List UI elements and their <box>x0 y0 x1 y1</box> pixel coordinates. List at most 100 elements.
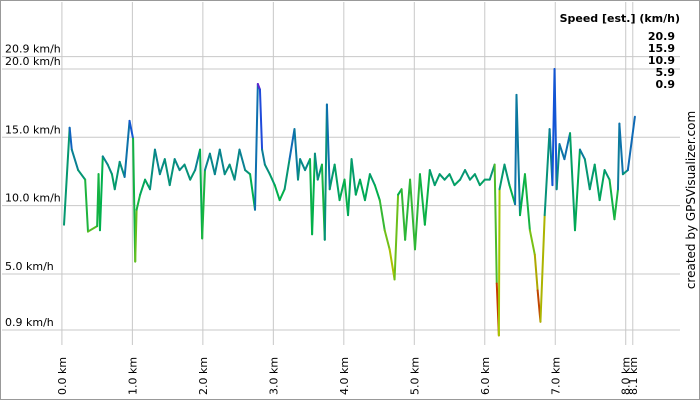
speed-line <box>63 67 636 337</box>
y-tick-label: 20.9 km/h <box>5 43 61 56</box>
line-segment <box>583 158 591 191</box>
line-segment <box>168 158 176 187</box>
x-tick-label: 0.0 km <box>56 357 69 395</box>
line-segment <box>278 188 286 202</box>
line-segment <box>325 103 331 191</box>
line-segment <box>68 126 73 151</box>
line-segment <box>354 178 362 196</box>
line-segment <box>178 163 186 172</box>
line-segment <box>383 229 391 251</box>
line-segment <box>368 173 376 187</box>
line-segment <box>613 188 619 221</box>
line-segment <box>288 128 296 161</box>
y-tick-label: 20.0 km/h <box>5 55 61 68</box>
line-segment <box>153 148 161 176</box>
line-segment <box>173 158 181 172</box>
line-segment <box>323 103 328 241</box>
legend-entry: 0.9 <box>656 78 676 91</box>
x-tick-label: 3.0 km <box>267 357 280 395</box>
line-segment <box>503 163 511 187</box>
line-segment <box>144 178 152 191</box>
legend-title: Speed [est.] (km/h) <box>560 12 680 25</box>
line-segment <box>338 178 346 202</box>
line-segment <box>297 158 302 181</box>
line-segment <box>118 160 126 178</box>
line-segment <box>598 169 606 202</box>
line-segment <box>414 173 421 251</box>
line-segment <box>497 188 501 337</box>
line-segment <box>453 178 462 187</box>
line-segment <box>519 173 526 217</box>
x-tick-label: 5.0 km <box>408 357 421 395</box>
line-segment <box>593 163 601 202</box>
line-segment <box>77 169 87 181</box>
line-segment <box>299 158 307 172</box>
line-segment <box>268 173 276 187</box>
line-segment <box>70 148 80 172</box>
line-segment <box>378 199 386 232</box>
line-segment <box>569 132 576 232</box>
x-tick-label: 2.0 km <box>197 357 210 395</box>
line-segment <box>578 148 586 161</box>
line-segment <box>213 148 221 176</box>
line-segment <box>311 152 316 236</box>
line-segment <box>473 173 481 187</box>
line-segment <box>573 148 581 232</box>
line-segment <box>448 173 456 187</box>
line-segment <box>498 163 506 191</box>
line-segment <box>350 158 357 196</box>
line-segment <box>293 128 300 181</box>
line-segment <box>404 178 412 241</box>
line-segment <box>86 225 99 233</box>
line-segment <box>400 188 407 241</box>
line-segment <box>539 214 546 323</box>
y-tick-label: 5.0 km/h <box>5 260 54 273</box>
line-segment <box>244 169 252 176</box>
line-segment <box>418 173 426 226</box>
line-segment <box>149 148 156 191</box>
line-segment <box>63 126 71 226</box>
line-segment <box>98 155 104 232</box>
line-segment <box>588 163 596 191</box>
line-segment <box>128 119 135 140</box>
line-segment <box>363 173 371 202</box>
legend-entry: 20.9 <box>648 30 675 43</box>
line-segment <box>533 253 539 292</box>
line-segment <box>528 229 536 256</box>
line-segment <box>621 169 629 176</box>
line-segment <box>409 178 417 251</box>
line-segment <box>608 178 616 221</box>
line-segment <box>626 115 636 172</box>
y-tick-label: 0.9 km/h <box>5 316 54 329</box>
line-segment <box>203 152 211 172</box>
line-segment <box>158 158 166 176</box>
line-segment <box>493 163 498 285</box>
line-segment <box>553 67 558 191</box>
line-segment <box>433 173 441 187</box>
axis-labels: 0.9 km/h 5.0 km/h 10.0 km/h 15.0 km/h 20.0 k… <box>5 43 640 395</box>
line-segment <box>478 178 486 187</box>
y-tick-label: 10.0 km/h <box>5 192 61 205</box>
line-segment <box>134 208 138 263</box>
line-segment <box>135 193 142 211</box>
line-segment <box>359 178 366 202</box>
line-segment <box>563 132 572 161</box>
line-segment <box>523 173 531 232</box>
line-segment <box>515 93 522 217</box>
line-segment <box>263 163 271 176</box>
line-segment <box>388 248 396 281</box>
line-segment <box>423 169 431 226</box>
x-tick-label: 7.0 km <box>549 357 562 395</box>
line-segment <box>558 143 566 161</box>
grid <box>2 2 680 345</box>
line-segment <box>254 82 259 211</box>
line-segment <box>261 148 266 166</box>
line-segment <box>223 163 231 176</box>
line-segment <box>618 122 624 176</box>
line-segment <box>347 158 353 217</box>
line-segment <box>468 173 476 181</box>
line-segment <box>183 163 192 181</box>
line-segment <box>373 184 381 202</box>
line-segment <box>106 163 113 176</box>
